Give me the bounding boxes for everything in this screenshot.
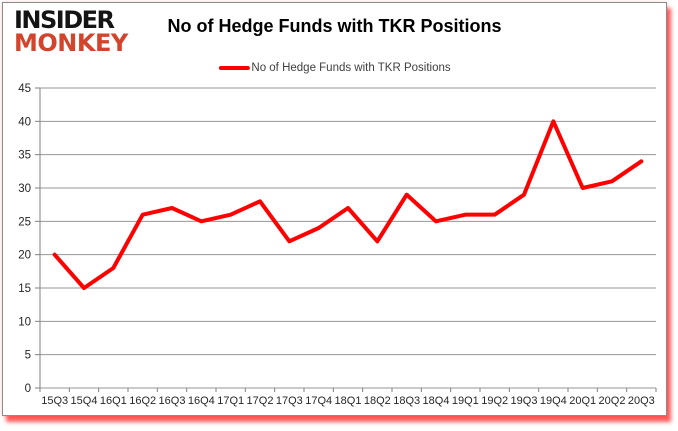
chart-title: No of Hedge Funds with TKR Positions	[167, 16, 502, 36]
y-tick-label: 5	[25, 350, 31, 362]
y-tick-label: 30	[18, 183, 31, 195]
y-tick-label: 10	[18, 316, 31, 328]
x-tick-label: 18Q1	[335, 395, 362, 407]
legend-line-swatch	[218, 66, 250, 70]
x-tick-label: 18Q3	[393, 395, 420, 407]
y-tick-label: 15	[18, 283, 31, 295]
insider-monkey-logo: INSIDER MONKEY	[14, 6, 128, 58]
x-tick-label: 15Q3	[41, 395, 68, 407]
x-tick-label: 16Q3	[159, 395, 186, 407]
x-tick-label: 19Q3	[511, 395, 538, 407]
y-tick-label: 20	[18, 250, 31, 262]
logo-text-insider: INSIDER	[14, 6, 115, 34]
legend-label: No of Hedge Funds with TKR Positions	[251, 62, 451, 74]
y-tick-label: 0	[25, 383, 31, 395]
x-tick-label: 17Q3	[276, 395, 303, 407]
logo-text-monkey: MONKEY	[14, 29, 128, 58]
y-tick-label: 25	[18, 216, 31, 228]
legend: No of Hedge Funds with TKR Positions	[218, 62, 451, 74]
x-tick-label: 16Q1	[100, 395, 127, 407]
x-tick-label: 16Q4	[188, 395, 215, 407]
x-tick-label: 19Q1	[452, 395, 479, 407]
x-tick-label: 20Q3	[628, 395, 655, 407]
x-tick-label: 17Q4	[305, 395, 332, 407]
x-tick-label: 15Q4	[71, 395, 98, 407]
y-tick-label: 35	[18, 150, 31, 162]
x-tick-label: 18Q2	[364, 395, 391, 407]
x-tick-label: 17Q2	[247, 395, 274, 407]
x-tick-label: 20Q1	[569, 395, 596, 407]
line-chart-plot: 0 5 10 15 20 25 30 35 40 45 15Q3 15Q4 16Q1 16Q2 16Q3 16…	[18, 83, 657, 407]
x-tick-label: 20Q2	[599, 395, 626, 407]
x-tick-label: 19Q2	[481, 395, 508, 407]
y-tick-label: 45	[18, 83, 31, 95]
x-tick-label: 17Q1	[217, 395, 244, 407]
data-series-line	[52, 119, 644, 290]
x-tick-label: 18Q4	[423, 395, 450, 407]
x-tick-label: 16Q2	[129, 395, 156, 407]
chart-panel: INSIDER MONKEY No of Hedge Funds with TK…	[2, 2, 667, 416]
x-tick-label: 19Q4	[540, 395, 567, 407]
y-tick-label: 40	[18, 116, 31, 128]
